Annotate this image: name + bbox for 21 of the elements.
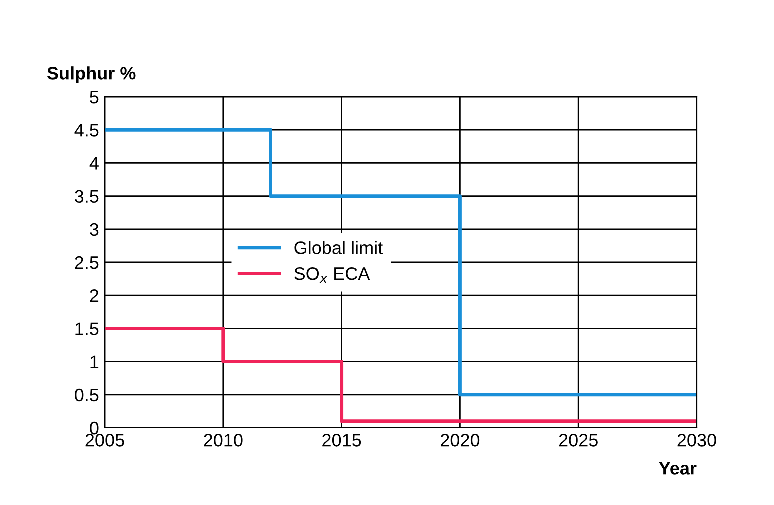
x-tick-label: 2020 [441,434,480,447]
y-tick-label: 2.5 [75,256,99,270]
y-tick-label: 4 [90,157,99,170]
y-tick-label: 5 [90,91,99,104]
y-tick-label: 2 [90,290,99,302]
y-tick-label: 1.5 [76,322,99,336]
x-axis-title: Year [659,462,697,475]
y-tick-label: 4.5 [74,124,99,137]
y-tick-label: 1 [90,356,99,368]
y-tick-label: 0 [90,422,99,435]
y-tick-label: 3.5 [75,190,99,204]
x-tick-label: 2015 [322,434,362,447]
x-tick-label: 2030 [678,434,716,447]
y-tick-label: 3 [90,223,99,236]
x-tick-label: 2005 [86,434,124,447]
x-tick-label: 2010 [204,434,243,447]
x-tick-label: 2025 [559,434,598,447]
legend-label: SO$_{x}$ ECA [294,267,370,284]
y-axis-title: Sulphur % [47,66,136,84]
y-tick-label: 0.5 [75,388,99,402]
legend-label: Global limit [294,241,383,254]
